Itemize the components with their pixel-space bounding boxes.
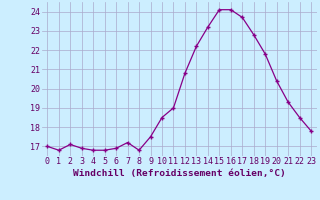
X-axis label: Windchill (Refroidissement éolien,°C): Windchill (Refroidissement éolien,°C): [73, 169, 285, 178]
